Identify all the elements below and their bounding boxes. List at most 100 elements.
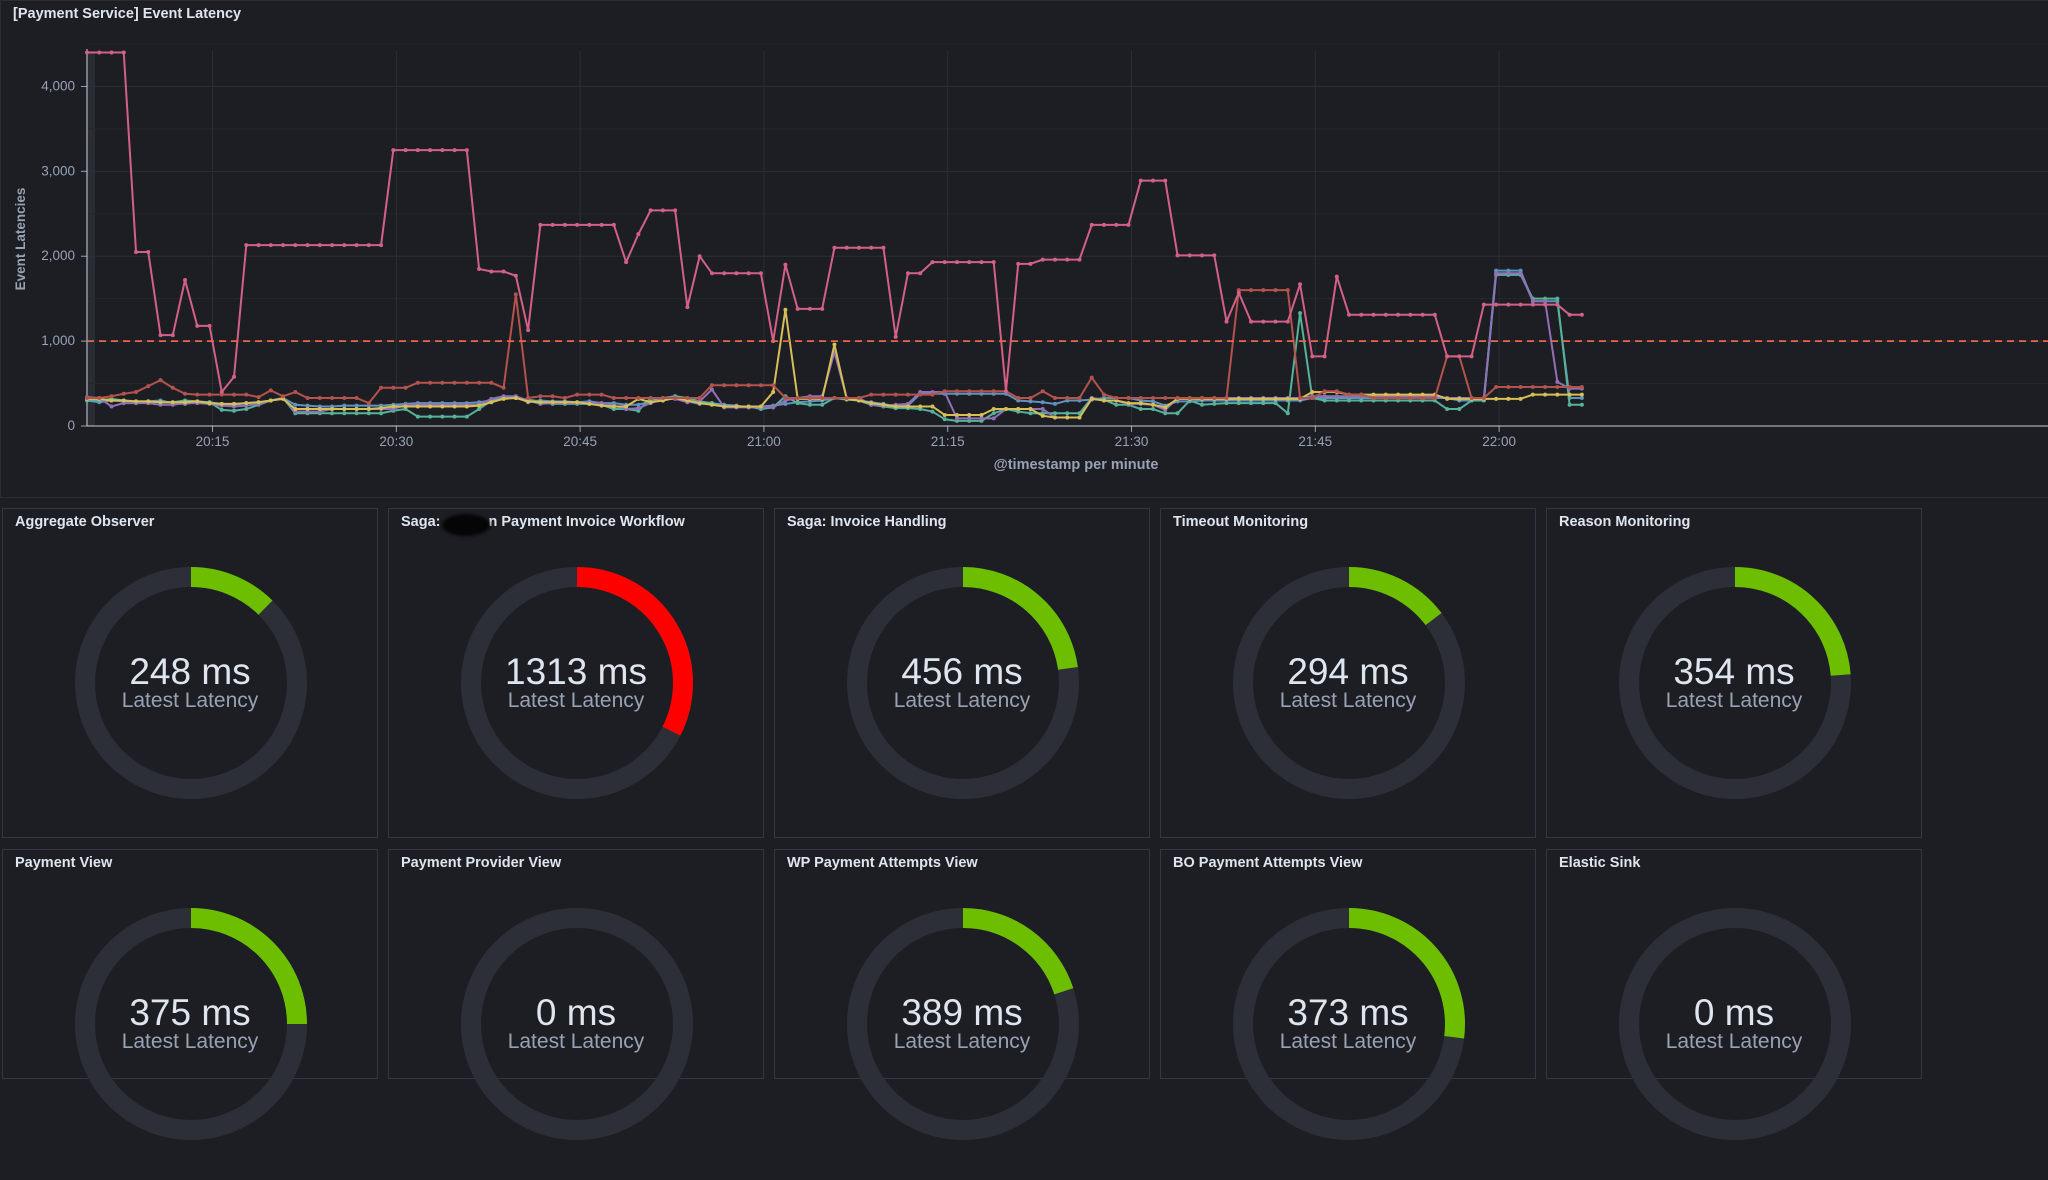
series-point [195, 399, 200, 404]
series-point [293, 402, 298, 407]
series-point [1408, 395, 1413, 400]
series-point [1163, 411, 1168, 416]
series-point [905, 404, 910, 409]
series-point [1383, 392, 1388, 397]
series-point [820, 306, 825, 311]
series-point [1347, 312, 1352, 317]
series-point [1579, 384, 1584, 389]
series-point [1359, 312, 1364, 317]
series-point [1200, 402, 1205, 407]
series-point [1579, 395, 1584, 400]
series-point [1126, 395, 1131, 400]
series-point [844, 395, 849, 400]
series-point [268, 243, 273, 248]
series-point [599, 392, 604, 397]
series-point [967, 412, 972, 417]
series-point [746, 271, 751, 276]
gauge-label: Latest Latency [121, 1030, 259, 1053]
gauge-title: Aggregate Observer [15, 514, 155, 530]
series-point [440, 414, 445, 419]
series-point [1016, 407, 1021, 412]
series-point [268, 388, 273, 393]
series-point [464, 414, 469, 419]
series-point [526, 399, 531, 404]
gauge-panel-payment-provider-view: Payment Provider View 0 ms Latest Latenc… [388, 849, 764, 1140]
x-tick-label: 20:45 [563, 434, 597, 449]
series-point [134, 249, 139, 254]
gauge-panel-saga-payment-invoice-workflow: Saga: n Payment Invoice Workflow 1313 ms … [388, 508, 764, 838]
series-point [599, 403, 604, 408]
series-point [1298, 311, 1303, 316]
series-point [1028, 399, 1033, 404]
series-point [354, 403, 359, 408]
series-point [256, 395, 261, 400]
series-point [232, 392, 237, 397]
series-point [489, 269, 494, 274]
chart-panel-title: [Payment Service] Event Latency [13, 6, 242, 22]
gauge-panel-payment-view: Payment View 375 ms Latest Latency [2, 849, 378, 1140]
series-point [807, 306, 812, 311]
series-point [1518, 271, 1523, 276]
series-point [550, 400, 555, 405]
series-point [844, 245, 849, 250]
series-point [342, 407, 347, 412]
series-point [477, 266, 482, 271]
series-point [170, 400, 175, 405]
series-point [195, 392, 200, 397]
series-point [1236, 290, 1241, 295]
series-point [354, 243, 359, 248]
series-point [415, 380, 420, 385]
series-point [1506, 384, 1511, 389]
series-point [1310, 354, 1315, 359]
series-point [330, 411, 335, 416]
series-point [526, 395, 531, 400]
series-point [121, 50, 126, 55]
series-point [783, 401, 788, 406]
series-point [1481, 395, 1486, 400]
series-point [146, 384, 151, 389]
series-point [305, 243, 310, 248]
gauge-arc [1348, 567, 1442, 626]
series-point [1273, 396, 1278, 401]
series-point [158, 378, 163, 383]
series-point [636, 395, 641, 400]
series-point [869, 245, 874, 250]
series-point [1212, 253, 1217, 258]
series-point [1052, 257, 1057, 262]
series-point [1285, 288, 1290, 293]
series-point [1175, 395, 1180, 400]
series-point [477, 403, 482, 408]
series-point [464, 380, 469, 385]
series-point [513, 395, 518, 400]
series-point [342, 403, 347, 408]
series-point [893, 404, 898, 409]
gauge-title: BO Payment Attempts View [1173, 855, 1363, 871]
series-point [1224, 319, 1229, 324]
gauge-panel-aggregate-observer: Aggregate Observer 248 ms Latest Latency [2, 508, 378, 838]
series-point [428, 148, 433, 153]
series-point [330, 407, 335, 412]
series-point [746, 404, 751, 409]
series-point [1432, 395, 1437, 400]
y-tick-label: 0 [67, 418, 75, 433]
series-point [1249, 401, 1254, 406]
gauge-title: Timeout Monitoring [1173, 514, 1309, 530]
series-point [1273, 401, 1278, 406]
gauge-arc [190, 908, 307, 1025]
series-point [1310, 395, 1315, 400]
series-point [1481, 302, 1486, 307]
series-point [440, 148, 445, 153]
series-point [1052, 395, 1057, 400]
series-point [354, 411, 359, 416]
series-point [856, 245, 861, 250]
series-point [293, 407, 298, 412]
series-point [636, 406, 641, 411]
series-point [905, 271, 910, 276]
series-point [930, 260, 935, 265]
gauge-value: 294 ms [1287, 651, 1409, 692]
series-point [501, 385, 506, 390]
series-point [832, 342, 837, 347]
series-point [1555, 302, 1560, 307]
series-point [1469, 354, 1474, 359]
series-point [562, 400, 567, 405]
